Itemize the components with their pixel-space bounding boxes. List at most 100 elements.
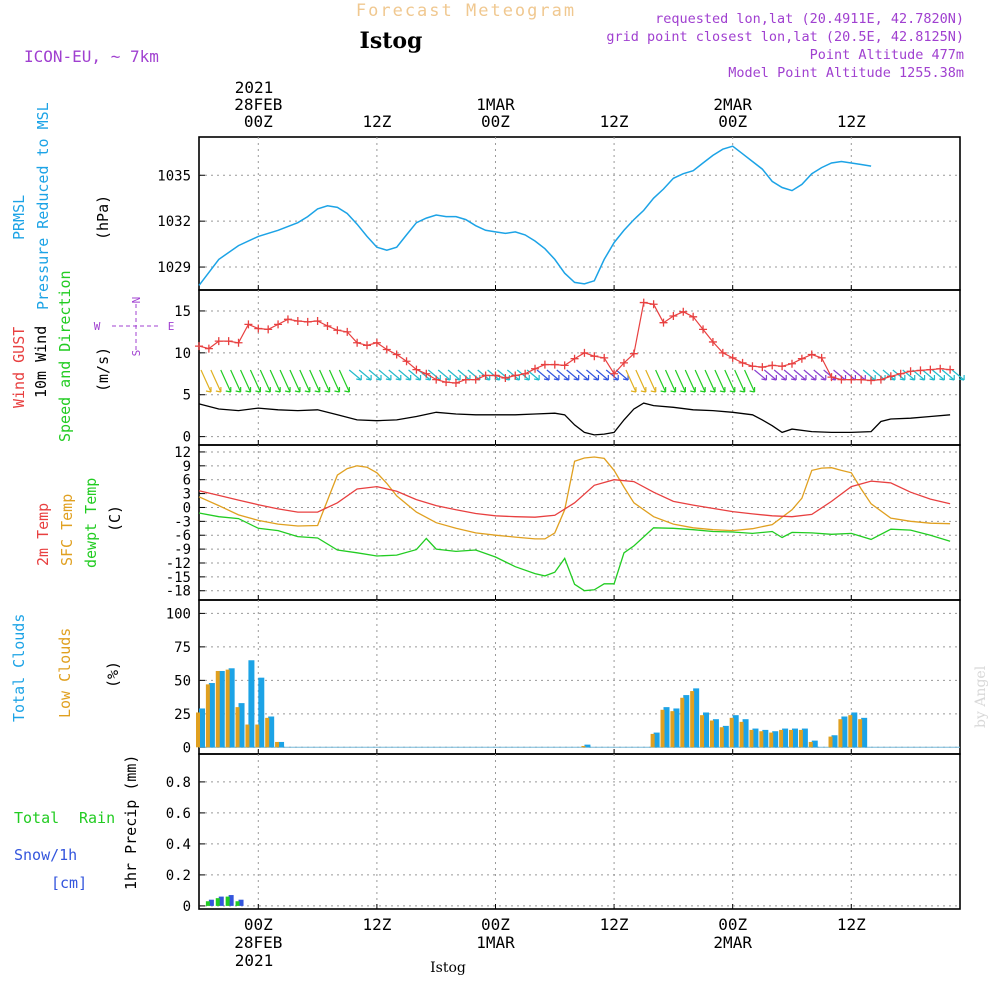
gust-marker (521, 369, 530, 378)
top-date-label: 2MAR (713, 95, 752, 114)
wind-arrow (338, 369, 350, 393)
gust-marker (432, 375, 441, 384)
low-cloud-bar (739, 721, 744, 748)
y-tick-label: 0 (183, 500, 191, 516)
low-cloud-bar (670, 711, 675, 748)
total-cloud-bar (693, 688, 700, 748)
compass-n: N (130, 297, 143, 304)
pressure-y-ticks: 1029 1032 1035 (157, 168, 960, 276)
gust-marker (896, 369, 905, 378)
gust-marker (807, 350, 816, 359)
total-cloud-bar (584, 744, 591, 748)
wind-arrow (892, 369, 906, 381)
gust-marker (817, 353, 826, 362)
rain-bar (215, 898, 220, 906)
footer-station: Istog (430, 960, 466, 976)
low-cloud-bar (808, 741, 813, 748)
total-cloud-bar (732, 715, 739, 748)
total-cloud-bar (841, 716, 848, 748)
low-clouds-label: Low Clouds (56, 628, 74, 718)
rain-bar (225, 896, 230, 906)
y-tick-label: -3 (174, 514, 191, 530)
y-tick-label: 0 (183, 430, 191, 446)
y-tick-label: 0 (183, 899, 191, 915)
gust-marker (353, 338, 362, 347)
low-cloud-bar (828, 736, 833, 748)
gust-marker (372, 338, 381, 347)
model-label: ICON-EU, ~ 7km (24, 47, 159, 66)
gust-marker (422, 369, 431, 378)
wind-unit: (m/s) (94, 347, 112, 392)
gust-marker (886, 372, 895, 381)
bottom-hour-label: 00Z (718, 915, 747, 934)
gust-marker (619, 358, 628, 367)
snow-unit-label: [cm] (51, 874, 87, 892)
low-cloud-bar (858, 719, 863, 748)
gust-marker (738, 358, 747, 367)
gust-marker (481, 371, 490, 380)
wind-arrow (941, 369, 955, 381)
low-cloud-bar (215, 670, 220, 748)
y-tick-label: 3 (183, 487, 191, 503)
low-cloud-bar (650, 733, 655, 748)
pressure-label-2: Pressure Reduced to MSL (34, 102, 52, 310)
requested-location: requested lon,lat (20.4911E, 42.7820N) (655, 11, 964, 27)
wind-arrow (754, 369, 768, 381)
gust-marker (491, 371, 500, 380)
gust-marker (293, 317, 302, 325)
low-cloud-bar (196, 712, 200, 748)
pressure-unit: (hPa) (94, 195, 112, 240)
gust-markers (195, 298, 955, 387)
rain-label-1: Total (14, 809, 59, 827)
gust-marker (748, 362, 757, 371)
wind-arrow (230, 369, 242, 393)
top-hour-label: 12Z (837, 112, 866, 131)
gust-marker (857, 375, 866, 384)
bottom-hour-label: 12Z (837, 915, 866, 934)
rain-bar (205, 901, 210, 906)
gust-marker (313, 317, 322, 325)
wind-arrow (536, 369, 550, 381)
wind-arrow (763, 369, 777, 381)
total-cloud-bar (683, 695, 690, 748)
wind-arrow (358, 369, 372, 381)
wind-arrow (556, 369, 570, 381)
gust-line (198, 301, 951, 384)
y-tick-label: 0.4 (166, 837, 191, 853)
gust-marker (679, 307, 688, 316)
compass-e: E (168, 320, 175, 333)
gust-marker (402, 357, 411, 366)
wind-arrow (200, 369, 212, 393)
total-cloud-bar (742, 719, 749, 748)
gust-marker (224, 337, 233, 346)
clouds-panel: Total Clouds Low Clouds (%) 0 25 50 75 100 (10, 606, 960, 756)
compass-rose: N S W E (94, 297, 175, 357)
y-tick-label: 100 (166, 606, 191, 622)
gust-marker (264, 325, 273, 334)
clouds-unit: (%) (104, 661, 122, 688)
wind-arrow (398, 369, 412, 381)
gust-marker (946, 365, 955, 374)
gust-marker (926, 365, 935, 374)
total-cloud-bar (752, 728, 759, 748)
total-cloud-bar (653, 732, 660, 748)
y-tick-label: 1035 (157, 168, 191, 184)
wind-arrow (328, 369, 341, 393)
wind-arrow (714, 369, 726, 393)
top-year: 2021 (235, 78, 274, 97)
wind-arrow (655, 369, 667, 393)
gust-marker (659, 318, 668, 327)
gust-marker (867, 376, 876, 385)
gust-marker (303, 317, 312, 326)
wind-arrow (635, 369, 647, 393)
top-date-label: 1MAR (476, 95, 515, 114)
total-cloud-bar (238, 703, 245, 748)
total-cloud-bar (831, 735, 838, 748)
low-cloud-bar (581, 745, 586, 748)
wind-arrow (586, 369, 600, 381)
top-hour-label: 00Z (244, 112, 273, 131)
pressure-panel: PRMSL Pressure Reduced to MSL (hPa) 1029… (10, 102, 960, 310)
low-cloud-bar (729, 717, 734, 748)
wind-arrow (951, 369, 965, 381)
